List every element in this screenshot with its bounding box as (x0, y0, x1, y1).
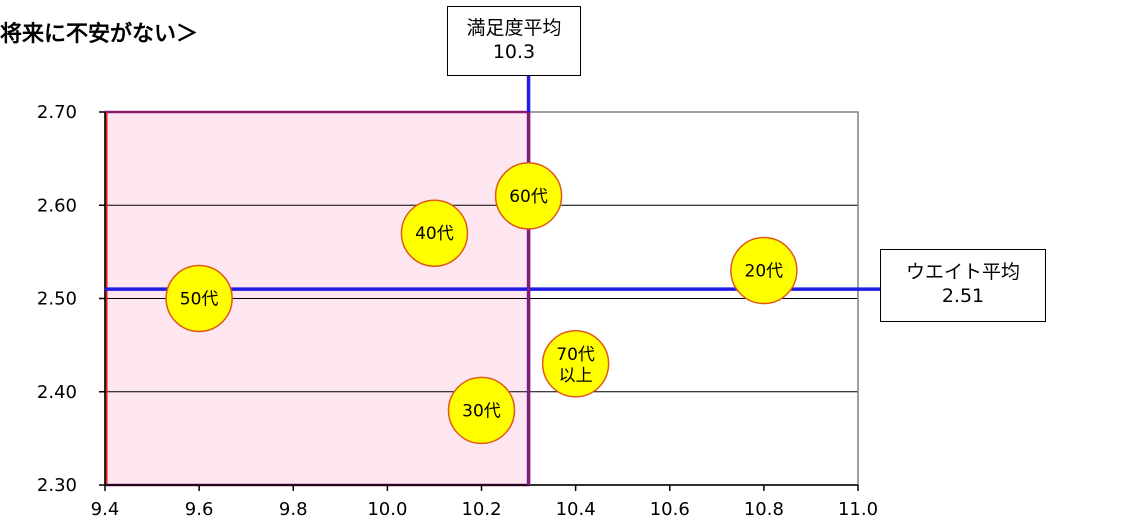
chart-title: 将来に不安がない＞ (0, 22, 199, 47)
x-tick-label: 10.2 (461, 499, 501, 520)
data-point-label: 20代 (745, 262, 784, 282)
data-point (400, 199, 469, 267)
data-point (730, 236, 798, 305)
data-point-label: 30代 (462, 401, 501, 421)
y-average-value: 2.51 (941, 285, 985, 307)
y-tick-label: 2.40 (37, 382, 77, 403)
x-tick-label: 9.6 (185, 499, 214, 520)
y-average-box: ウエイト平均 2.51 (880, 249, 1046, 322)
data-point (165, 264, 233, 333)
x-tick-label: 11.0 (838, 499, 878, 520)
x-tick-label: 10.6 (650, 499, 690, 520)
x-tick-label: 10.4 (556, 499, 596, 520)
x-tick-label: 10.0 (367, 499, 407, 520)
y-tick-label: 2.50 (37, 289, 77, 310)
x-average-label: 満足度平均 (466, 17, 562, 39)
data-point (447, 376, 516, 445)
x-tick-label: 9.4 (91, 499, 120, 520)
data-point-label: 50代 (180, 290, 219, 310)
x-average-value: 10.3 (492, 41, 536, 63)
data-point-label: 40代 (415, 224, 454, 244)
y-tick-label: 2.30 (37, 475, 77, 496)
y-average-label: ウエイト平均 (905, 261, 1020, 283)
data-point-label: 70代以上 (556, 345, 595, 386)
y-tick-label: 2.70 (37, 102, 77, 123)
data-point (541, 330, 610, 398)
x-average-box: 満足度平均 10.3 (447, 6, 581, 76)
data-point (494, 162, 563, 230)
y-tick-label: 2.60 (37, 195, 77, 216)
x-tick-label: 9.8 (279, 499, 308, 520)
x-tick-label: 10.8 (744, 499, 784, 520)
data-point-label: 60代 (509, 187, 548, 207)
